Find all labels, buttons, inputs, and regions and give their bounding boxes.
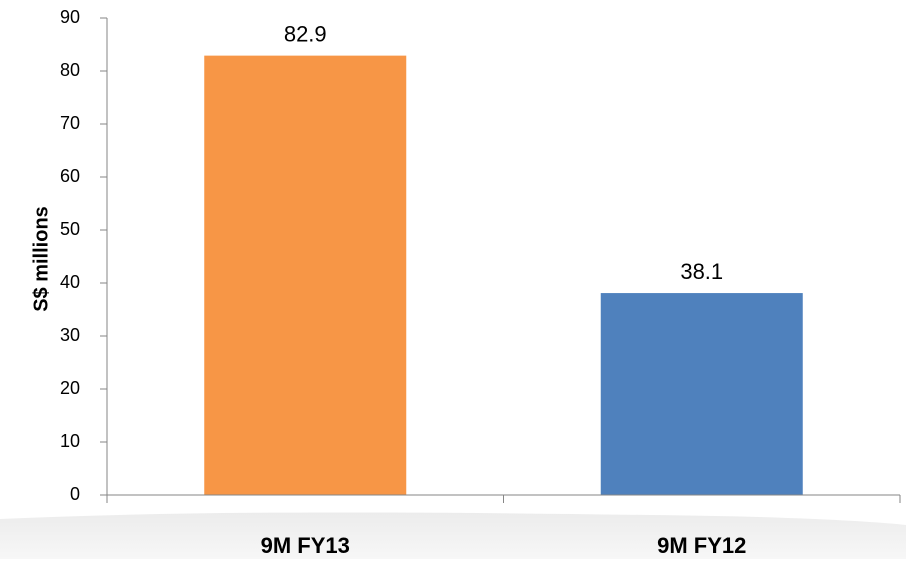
y-tick-label: 50 bbox=[60, 219, 80, 239]
y-tick-label: 10 bbox=[60, 431, 80, 451]
x-tick-label: 9M FY12 bbox=[657, 533, 746, 558]
y-tick-label: 60 bbox=[60, 166, 80, 186]
y-tick-label: 70 bbox=[60, 113, 80, 133]
plot-area: 82.9 9M FY13 38.1 9M FY12 0 10 20 30 40 50 60 70 80 9… bbox=[60, 7, 901, 558]
y-tick-label: 0 bbox=[70, 484, 80, 504]
x-tick-label: 9M FY13 bbox=[261, 533, 350, 558]
bar bbox=[204, 55, 407, 495]
floor-shadow bbox=[0, 512, 906, 559]
data-label: 38.1 bbox=[680, 259, 723, 284]
data-label: 82.9 bbox=[284, 22, 327, 47]
bar bbox=[600, 293, 803, 495]
y-tick-label: 40 bbox=[60, 272, 80, 292]
y-axis-title: S$ millions bbox=[30, 206, 52, 312]
y-tick-label: 20 bbox=[60, 378, 80, 398]
y-tick-label: 90 bbox=[60, 7, 80, 27]
y-tick-label: 80 bbox=[60, 60, 80, 80]
y-tick-label: 30 bbox=[60, 325, 80, 345]
